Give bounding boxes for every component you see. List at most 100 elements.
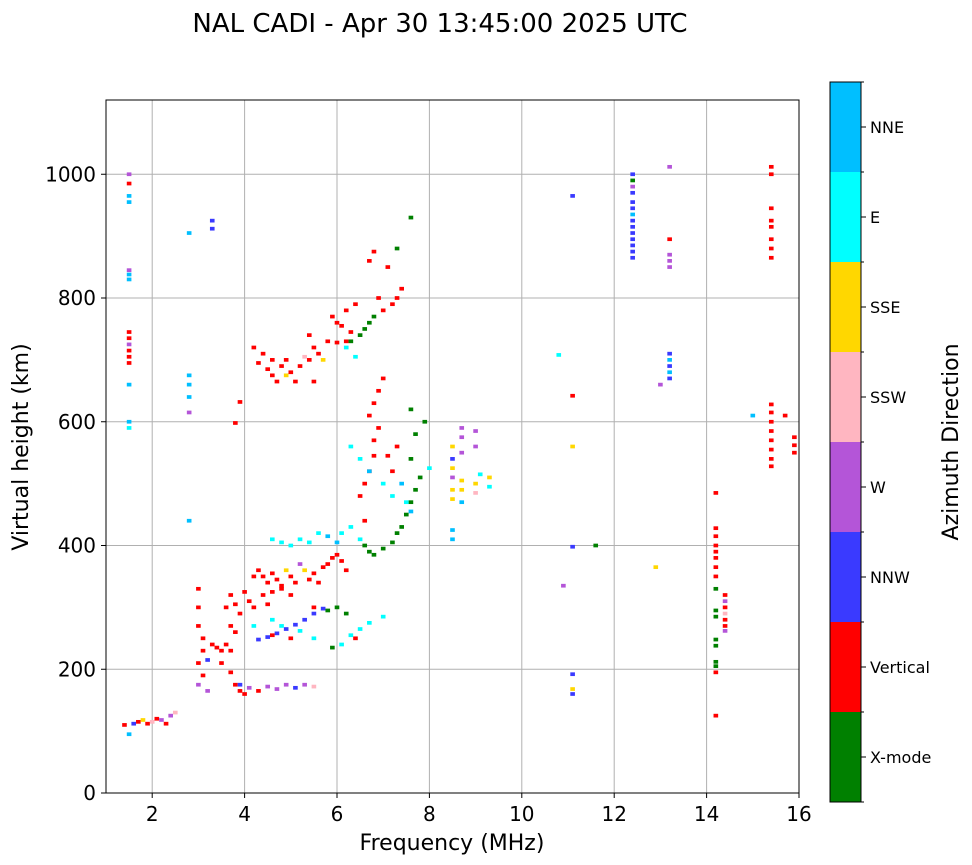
data-point-vertical (288, 636, 294, 641)
data-points (122, 164, 797, 737)
data-point-nnw (630, 237, 635, 242)
data-point-vertical (279, 364, 284, 368)
data-point-sse (450, 466, 455, 471)
data-point-sse (653, 565, 659, 570)
data-point-x-mode (593, 543, 599, 548)
data-point-nnw (265, 635, 271, 639)
data-point-vertical (311, 345, 317, 350)
data-point-vertical (376, 388, 381, 393)
data-point-vertical (200, 673, 206, 678)
colorbar-label: W (870, 478, 886, 497)
data-point-vertical (768, 164, 774, 169)
data-point-w (667, 164, 672, 169)
x-tick-label: 16 (786, 802, 811, 826)
data-point-e (339, 642, 344, 647)
colorbar-label: NNW (870, 568, 910, 587)
data-point-nnw (320, 606, 326, 611)
data-point-vertical (122, 723, 127, 727)
data-point-vertical (713, 549, 719, 554)
data-point-nnw (237, 682, 243, 687)
data-point-nnw (667, 376, 672, 381)
data-point-vertical (325, 339, 331, 344)
data-point-nnw (630, 190, 635, 195)
data-point-e (297, 537, 303, 542)
data-point-x-mode (413, 487, 418, 492)
data-point-x-mode (343, 611, 349, 616)
data-point-vertical (270, 571, 275, 576)
colorbar-label: SSE (870, 298, 900, 317)
data-point-vertical (768, 464, 774, 469)
data-point-e (270, 617, 275, 622)
colorbar-segment (830, 262, 861, 352)
data-point-nnw (274, 631, 280, 636)
data-point-x-mode (371, 314, 377, 319)
data-point-vertical (713, 534, 719, 539)
data-point-nnw (630, 249, 635, 254)
data-point-x-mode (713, 586, 719, 591)
data-point-w (274, 687, 280, 691)
data-point-vertical (713, 574, 719, 579)
data-point-nne (186, 373, 192, 378)
data-point-sse (283, 373, 289, 378)
x-tick-label: 12 (601, 802, 626, 826)
data-point-x-mode (713, 637, 719, 642)
data-point-nne (186, 382, 192, 387)
data-point-vertical (270, 373, 275, 378)
data-point-nne (399, 481, 404, 486)
data-point-nnw (302, 617, 307, 622)
x-tick-label: 10 (509, 802, 534, 826)
y-axis-label: Virtual height (km) (9, 343, 34, 550)
data-point-vertical (362, 481, 368, 486)
data-point-vertical (792, 435, 797, 440)
data-point-e (297, 629, 303, 633)
data-point-vertical (260, 593, 266, 597)
data-point-vertical (279, 583, 284, 588)
data-point-vertical (713, 556, 719, 560)
data-point-x-mode (713, 664, 719, 669)
data-point-vertical (385, 265, 391, 269)
data-point-e (380, 481, 386, 486)
data-point-w (205, 689, 210, 693)
data-point-vertical (399, 286, 404, 291)
data-point-x-mode (380, 546, 386, 551)
data-point-x-mode (713, 659, 719, 664)
data-point-vertical (200, 636, 206, 641)
data-point-x-mode (408, 215, 414, 220)
data-point-vertical (380, 308, 386, 313)
y-tick-label: 0 (83, 781, 96, 805)
data-point-w (459, 450, 465, 455)
data-point-nne (186, 518, 192, 523)
data-point-w (283, 682, 289, 687)
data-point-e (367, 620, 372, 625)
data-point-vertical (260, 351, 266, 356)
data-point-nne (186, 231, 192, 235)
data-point-vertical (311, 571, 317, 576)
data-point-nnw (570, 544, 575, 549)
colorbar-segment (830, 622, 861, 712)
data-point-x-mode (399, 525, 404, 529)
data-point-nne (367, 469, 372, 474)
data-point-vertical (768, 237, 774, 242)
data-point-nne (667, 370, 672, 375)
data-point-vertical (145, 721, 150, 726)
data-point-w (302, 682, 307, 687)
data-point-vertical (237, 689, 243, 693)
data-point-vertical (334, 320, 340, 325)
data-point-nnw (205, 658, 210, 662)
data-point-nne (126, 382, 132, 387)
data-point-vertical (306, 333, 312, 337)
data-point-sse (450, 444, 455, 449)
data-point-x-mode (713, 614, 719, 619)
data-point-w (126, 268, 132, 273)
data-point-vertical (228, 670, 234, 675)
data-point-vertical (768, 410, 774, 415)
y-tick-label: 400 (58, 534, 96, 558)
colorbar-title: Azimuth Direction (939, 343, 964, 540)
data-point-vertical (306, 577, 312, 582)
data-point-x-mode (357, 333, 363, 337)
data-point-ssw (149, 719, 155, 724)
data-point-e (288, 543, 294, 548)
data-point-vertical (325, 562, 331, 566)
data-point-vertical (353, 636, 358, 641)
data-point-vertical (297, 364, 303, 368)
